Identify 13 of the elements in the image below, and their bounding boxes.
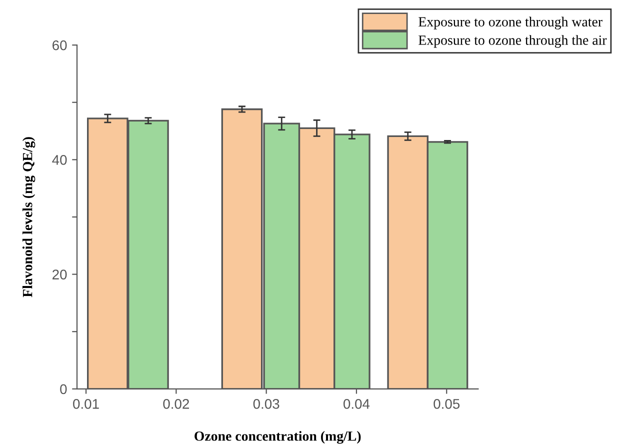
x-axis-title: Ozone concentration (mg/L) [194,431,361,444]
x-tick-label: 0.01 [73,399,99,409]
x-tick-label: 0.02 [163,399,189,409]
y-tick-label: 40 [52,155,67,165]
y-tick-label: 60 [52,40,67,50]
x-tick-label: 0.05 [434,399,460,409]
y-tick-label: 20 [52,270,67,280]
x-tick-label: 0.04 [343,399,370,409]
y-tick-label: 0 [60,384,67,394]
legend-label: Exposure to ozone through water [418,16,602,30]
x-tick-label: 0.03 [253,399,280,409]
legend-label: Exposure to ozone through the air [418,35,607,48]
y-axis-title: Flavonoid levels (mg QE/g) [22,137,36,298]
